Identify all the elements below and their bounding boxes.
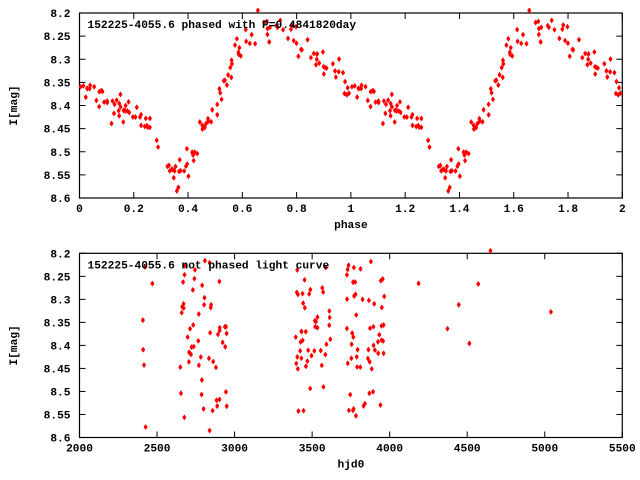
svg-text:3500: 3500 (299, 444, 326, 456)
svg-text:8.2: 8.2 (50, 9, 70, 21)
svg-text:2000: 2000 (66, 444, 93, 456)
svg-text:152225-4055.6 phased with P=0.: 152225-4055.6 phased with P=0.4841820day (88, 20, 357, 32)
svg-text:2500: 2500 (144, 444, 171, 456)
svg-text:8.35: 8.35 (44, 318, 71, 330)
svg-text:1.6: 1.6 (504, 204, 524, 216)
svg-text:1.8: 1.8 (558, 204, 578, 216)
svg-text:I[mag]: I[mag] (9, 85, 21, 125)
svg-text:8.4: 8.4 (50, 102, 70, 114)
svg-text:4000: 4000 (376, 444, 403, 456)
svg-text:8.3: 8.3 (50, 55, 70, 67)
svg-text:8.25: 8.25 (44, 272, 71, 284)
svg-text:hjd0: hjd0 (337, 460, 364, 472)
svg-text:8.45: 8.45 (44, 125, 71, 137)
svg-text:8.55: 8.55 (44, 171, 71, 183)
svg-text:8.3: 8.3 (50, 295, 70, 307)
svg-text:0.6: 0.6 (232, 204, 252, 216)
svg-text:0.2: 0.2 (124, 204, 144, 216)
svg-text:3000: 3000 (221, 444, 248, 456)
svg-text:8.55: 8.55 (44, 410, 71, 422)
svg-text:0.8: 0.8 (287, 204, 307, 216)
svg-text:I[mag]: I[mag] (9, 325, 21, 365)
svg-text:5500: 5500 (609, 444, 636, 456)
svg-text:4500: 4500 (454, 444, 481, 456)
svg-text:1: 1 (348, 204, 355, 216)
svg-text:0: 0 (76, 204, 83, 216)
svg-text:8.6: 8.6 (50, 194, 70, 206)
svg-text:152225-4055.6 not phased light: 152225-4055.6 not phased light curve (88, 260, 330, 272)
svg-text:8.45: 8.45 (44, 364, 71, 376)
svg-text:phase: phase (334, 220, 368, 232)
svg-text:8.5: 8.5 (50, 148, 70, 160)
svg-text:0.4: 0.4 (178, 204, 198, 216)
svg-text:8.4: 8.4 (50, 341, 70, 353)
svg-text:1.4: 1.4 (449, 204, 469, 216)
svg-text:2: 2 (619, 204, 626, 216)
svg-text:1.2: 1.2 (395, 204, 415, 216)
svg-text:8.2: 8.2 (50, 249, 70, 261)
svg-text:5000: 5000 (531, 444, 558, 456)
svg-text:8.35: 8.35 (44, 78, 71, 90)
svg-text:8.5: 8.5 (50, 387, 70, 399)
svg-text:8.25: 8.25 (44, 32, 71, 44)
